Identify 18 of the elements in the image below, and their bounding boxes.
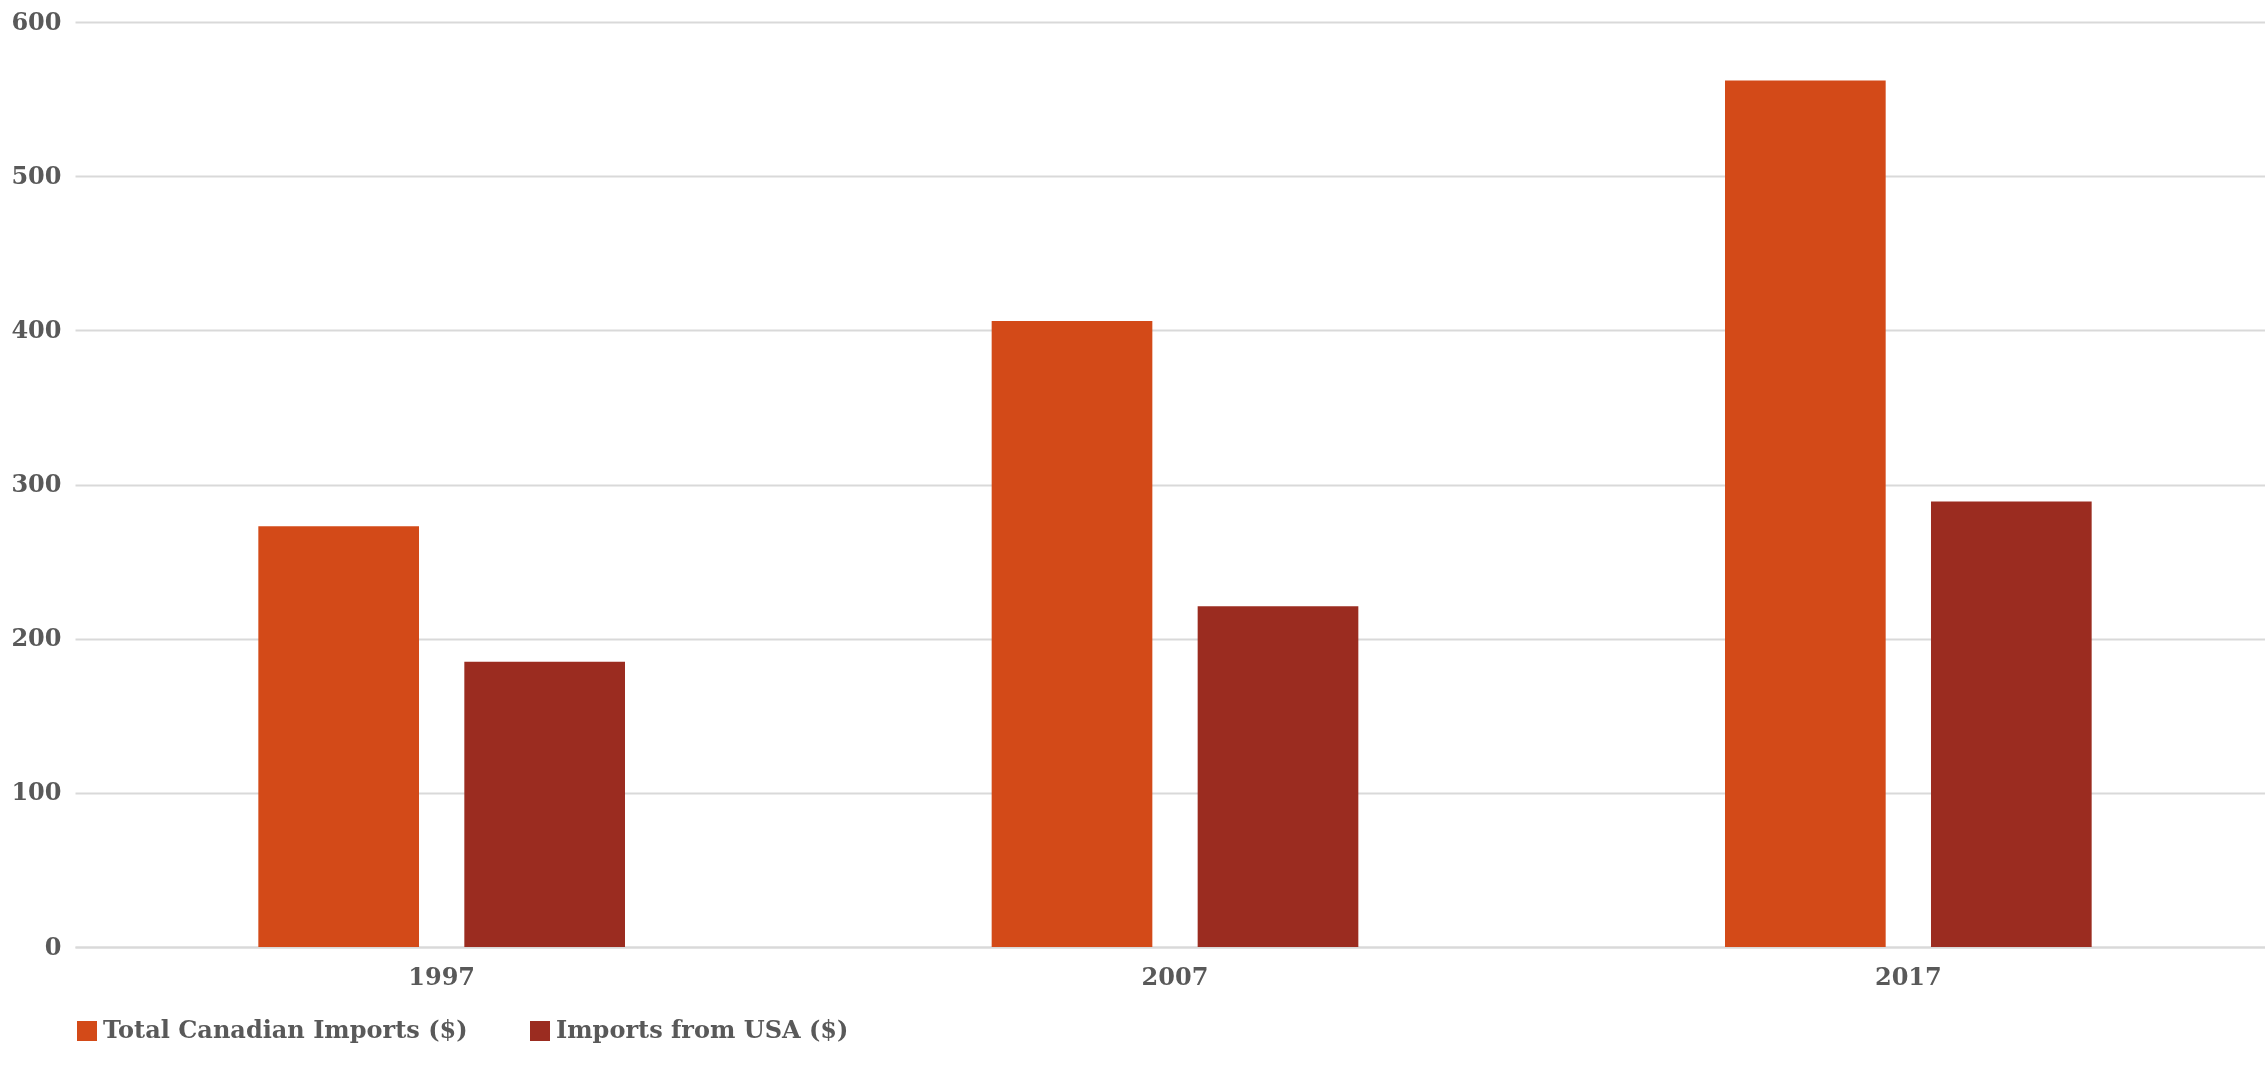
x-tick-label: 2017 — [1874, 961, 1942, 991]
y-tick-label: 100 — [11, 777, 62, 807]
y-tick-label: 500 — [11, 160, 62, 190]
bar — [258, 526, 420, 947]
y-tick-label: 300 — [11, 469, 62, 498]
y-tick-label: 600 — [11, 6, 62, 36]
x-tick-label: 1997 — [408, 961, 476, 991]
bar — [1197, 606, 1359, 947]
bar — [1930, 501, 2092, 947]
y-tick-label: 200 — [11, 623, 62, 653]
legend-label: Total Canadian Imports ($) — [103, 1015, 468, 1044]
x-tick-label: 2007 — [1141, 961, 1209, 991]
bar — [464, 661, 625, 947]
y-tick-label: 400 — [11, 314, 62, 344]
bar — [1725, 80, 1886, 947]
legend-label: Imports from USA ($) — [556, 1015, 849, 1044]
y-tick-label: 0 — [44, 931, 62, 961]
bar — [991, 321, 1153, 947]
